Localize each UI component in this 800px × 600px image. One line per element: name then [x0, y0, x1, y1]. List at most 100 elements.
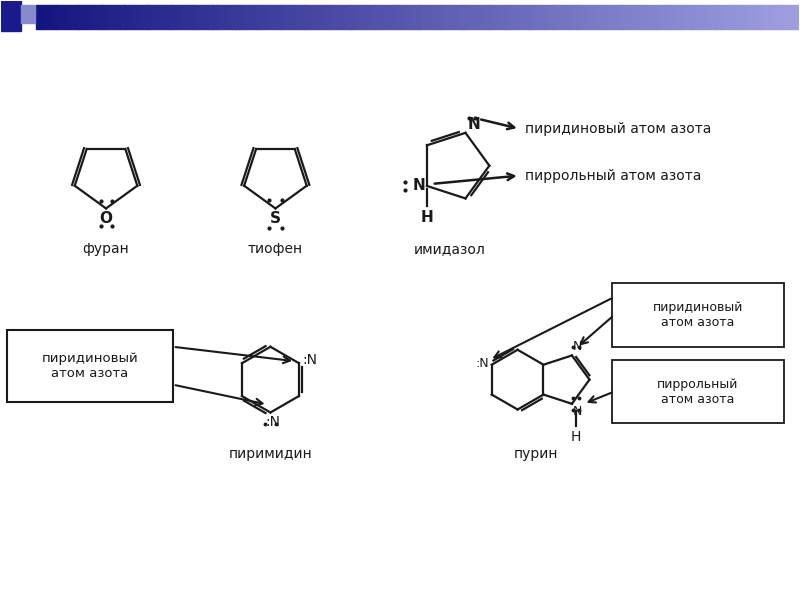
Bar	[346, 5, 350, 29]
Bar	[626, 5, 630, 29]
Bar	[320, 5, 324, 29]
Bar	[366, 5, 370, 29]
Bar	[634, 5, 638, 29]
Bar	[680, 5, 684, 29]
Bar	[335, 5, 339, 29]
Bar	[753, 5, 757, 29]
Bar	[370, 5, 374, 29]
Bar	[496, 5, 500, 29]
Bar	[36, 5, 40, 29]
Bar	[350, 5, 354, 29]
Bar	[650, 5, 654, 29]
Bar	[106, 5, 110, 29]
Bar	[462, 5, 466, 29]
Bar	[282, 5, 286, 29]
Bar	[243, 5, 247, 29]
Bar	[170, 5, 174, 29]
Bar	[247, 5, 251, 29]
Bar	[94, 5, 98, 29]
Bar	[194, 5, 198, 29]
Bar	[63, 5, 67, 29]
Bar	[454, 5, 458, 29]
Bar	[614, 5, 618, 29]
Bar	[642, 5, 646, 29]
Bar	[362, 5, 366, 29]
Text: N: N	[467, 117, 480, 132]
Text: пурин: пурин	[514, 448, 558, 461]
Bar	[676, 5, 680, 29]
Bar	[622, 5, 626, 29]
Bar	[477, 5, 481, 29]
Bar	[668, 5, 672, 29]
Bar	[665, 5, 669, 29]
Bar	[162, 5, 166, 29]
Text: N: N	[573, 340, 582, 353]
Bar	[710, 5, 714, 29]
Bar	[530, 5, 534, 29]
Bar	[235, 5, 239, 29]
Bar	[55, 5, 59, 29]
Bar	[78, 5, 82, 29]
Bar	[488, 5, 492, 29]
Bar	[143, 5, 147, 29]
Bar	[726, 5, 730, 29]
Text: H: H	[570, 430, 581, 443]
Bar	[599, 5, 603, 29]
Bar	[779, 5, 783, 29]
Bar	[592, 5, 596, 29]
Bar	[297, 5, 301, 29]
Bar	[327, 5, 331, 29]
Bar	[342, 5, 346, 29]
Text: N: N	[412, 178, 425, 193]
Bar	[389, 5, 393, 29]
Text: H: H	[421, 210, 434, 225]
Bar	[485, 5, 489, 29]
Bar	[205, 5, 209, 29]
Bar	[82, 5, 86, 29]
Bar	[434, 5, 438, 29]
Bar	[427, 5, 431, 29]
Bar	[653, 5, 657, 29]
Bar	[274, 5, 278, 29]
Bar	[151, 5, 155, 29]
Bar	[70, 5, 74, 29]
Bar	[603, 5, 607, 29]
Bar	[787, 5, 791, 29]
Bar	[166, 5, 170, 29]
FancyBboxPatch shape	[612, 283, 784, 347]
Bar	[278, 5, 282, 29]
Bar	[412, 5, 416, 29]
Bar	[542, 5, 546, 29]
Bar	[466, 5, 470, 29]
Bar	[561, 5, 565, 29]
Bar	[59, 5, 63, 29]
Bar	[201, 5, 205, 29]
Bar	[286, 5, 290, 29]
Bar	[745, 5, 749, 29]
Text: :N: :N	[302, 353, 317, 367]
Bar	[220, 5, 224, 29]
Bar	[289, 5, 293, 29]
Bar	[109, 5, 113, 29]
Bar	[159, 5, 163, 29]
Bar	[507, 5, 511, 29]
Bar	[358, 5, 362, 29]
Bar	[132, 5, 136, 29]
Bar	[316, 5, 320, 29]
Bar	[703, 5, 707, 29]
Bar	[270, 5, 274, 29]
Bar	[354, 5, 358, 29]
Bar	[178, 5, 182, 29]
Bar	[768, 5, 772, 29]
Bar	[378, 5, 382, 29]
Bar	[630, 5, 634, 29]
Bar	[136, 5, 140, 29]
Bar	[266, 5, 270, 29]
Bar	[396, 5, 400, 29]
Bar	[458, 5, 462, 29]
Bar	[760, 5, 764, 29]
Bar	[772, 5, 776, 29]
Bar	[113, 5, 117, 29]
Bar	[473, 5, 477, 29]
Bar	[408, 5, 412, 29]
